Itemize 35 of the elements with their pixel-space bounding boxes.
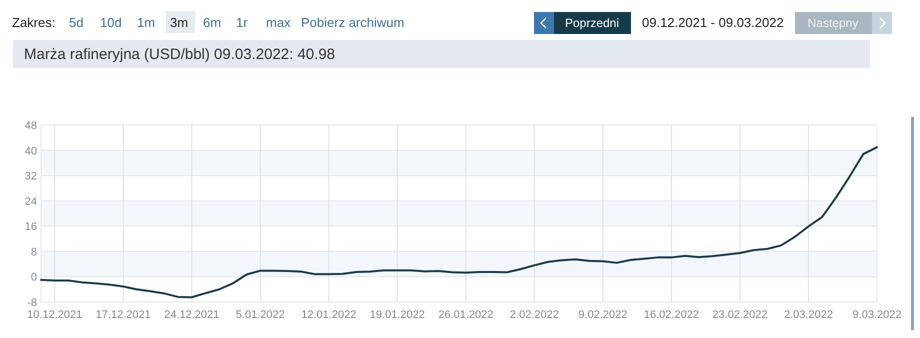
text: 1m: [137, 15, 156, 30]
y-tick-label: 24: [24, 196, 37, 208]
chart-title: Marża rafineryjna (USD/bbl) 09.03.2022: 40.98: [24, 46, 336, 63]
y-tick-label: -8: [27, 297, 37, 309]
x-tick-label: 10.12.2021: [27, 309, 82, 321]
x-tick-label: 2.03.2022: [784, 309, 833, 321]
y-tick-label: 16: [24, 221, 37, 234]
text: Zakres:: [12, 15, 56, 30]
text: 5d: [69, 15, 84, 30]
x-tick-label: 9.02.2022: [578, 309, 628, 321]
x-tick-label: 16.02.2022: [644, 309, 699, 321]
x-tick-label: 12.01.2022: [301, 309, 356, 321]
x-tick-label: 5.01.2022: [236, 309, 285, 321]
text: Pobierz archiwum: [301, 15, 404, 30]
x-tick-label: 2.02.2022: [510, 309, 559, 321]
y-tick-label: 0: [30, 272, 37, 284]
text: Następny: [808, 16, 858, 30]
x-tick-label: 24.12.2021: [164, 309, 220, 321]
y-tick-label: 40: [24, 145, 37, 158]
text: 3m: [170, 15, 188, 30]
y-tick-label: 48: [24, 120, 37, 132]
line-series: [40, 146, 878, 298]
x-tick-label: 26.01.2022: [438, 309, 494, 321]
text: 09.12.2021 - 09.03.2022: [642, 15, 784, 30]
x-tick-label: 17.12.2021: [96, 309, 151, 321]
text: 1r: [236, 15, 248, 30]
text: 6m: [203, 15, 222, 30]
text: Poprzedni: [564, 16, 620, 30]
x-tick-label: 9.03.2022: [852, 309, 902, 321]
text: max: [266, 15, 292, 30]
y-tick-label: 8: [30, 246, 37, 258]
x-tick-label: 19.01.2022: [370, 309, 425, 321]
x-tick-label: 23.02.2022: [712, 309, 768, 321]
y-tick-label: 32: [24, 170, 37, 183]
text: 10d: [100, 15, 122, 30]
